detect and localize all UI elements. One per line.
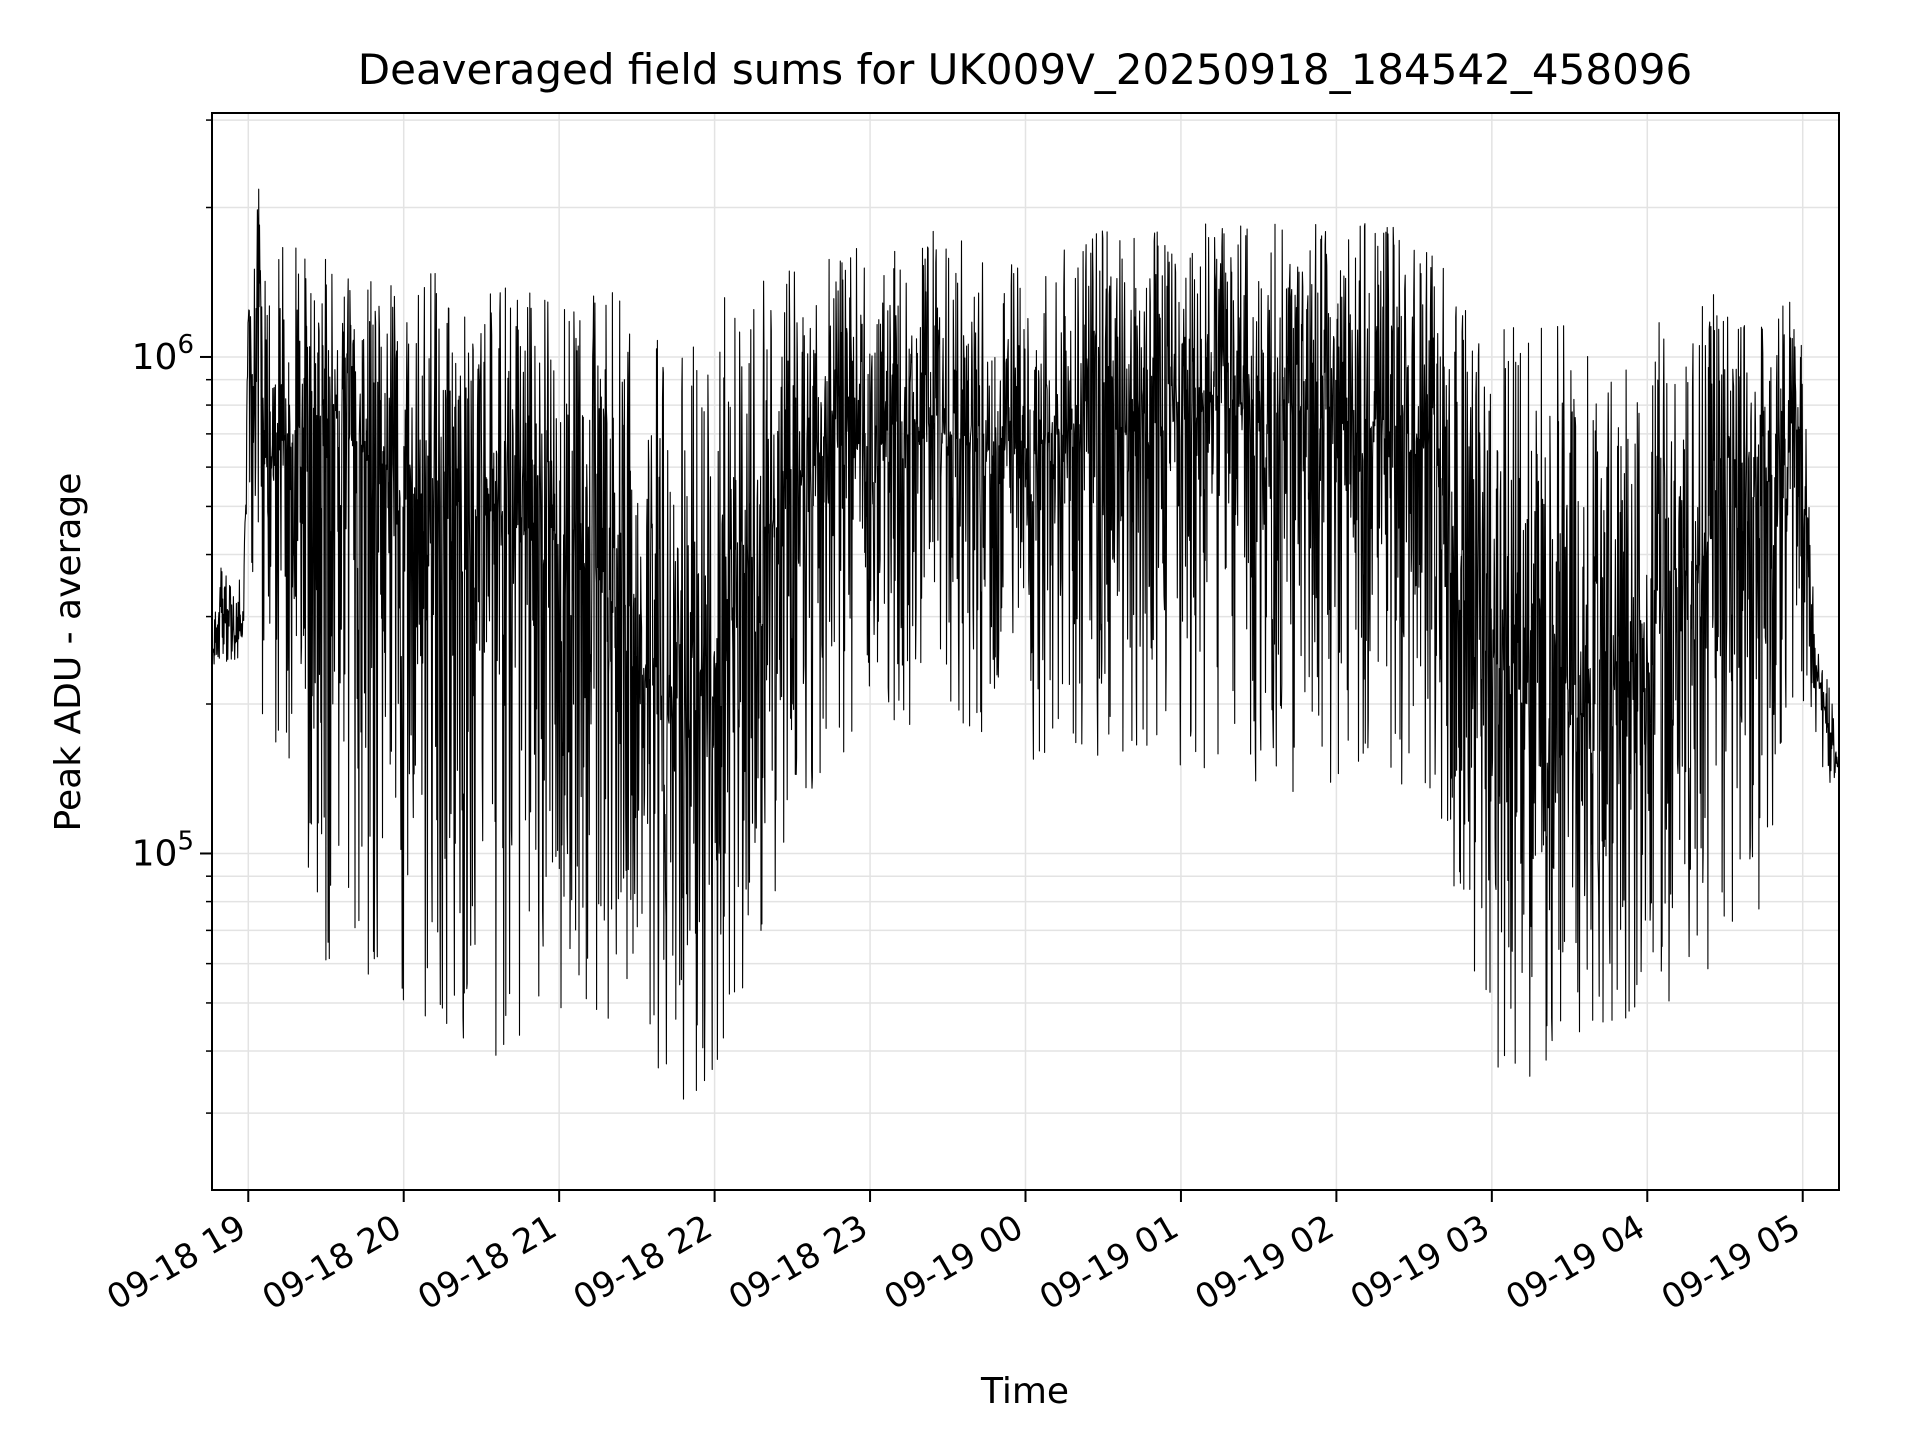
series-line [212,188,1839,1100]
chart-title: Deaveraged field sums for UK009V_2025091… [358,45,1692,94]
y-tick-exponent: 5 [177,826,194,856]
x-axis-label: Time [980,1371,1069,1412]
series-layer [212,188,1839,1100]
y-axis-label: Peak ADU - average [48,473,89,832]
y-tick-exponent: 6 [177,330,194,360]
